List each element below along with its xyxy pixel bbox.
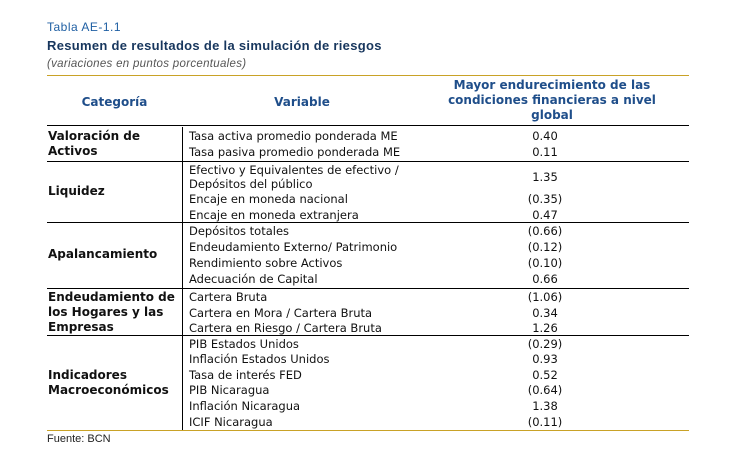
value-cell: (0.12) — [527, 240, 563, 254]
group-divider — [47, 161, 689, 162]
variable-cell: PIB Estados Unidos — [189, 337, 299, 351]
value-cell: (0.64) — [527, 383, 563, 397]
header-variable: Variable — [274, 95, 330, 109]
value-cell: 1.26 — [532, 321, 558, 335]
variable-cell: Rendimiento sobre Activos — [189, 256, 343, 270]
category-cell: Apalancamiento — [48, 247, 158, 261]
value-cell: 0.11 — [532, 145, 558, 159]
variable-cell: Cartera en Riesgo / Cartera Bruta — [189, 321, 382, 335]
variable-cell: Encaje en moneda extranjera — [189, 208, 359, 222]
group-divider — [47, 335, 689, 336]
column-divider — [182, 335, 183, 430]
variable-cell: Endeudamiento Externo/ Patrimonio — [189, 240, 398, 254]
variable-cell: Inflación Nicaragua — [189, 399, 301, 413]
variable-cell: Tasa pasiva promedio ponderada ME — [189, 145, 401, 159]
value-cell: 0.52 — [532, 368, 558, 382]
value-cell: 1.38 — [532, 399, 558, 413]
variable-cell: Depósitos totales — [189, 224, 290, 238]
source-note: Fuente: BCN — [47, 433, 111, 445]
variable-cell: Tasa activa promedio ponderada ME — [189, 129, 398, 143]
header-categoria: Categoría — [81, 95, 148, 109]
value-cell: 1.35 — [532, 170, 558, 184]
value-cell: (0.11) — [527, 415, 563, 429]
value-cell: (0.10) — [527, 256, 563, 270]
variable-cell: ICIF Nicaragua — [189, 415, 273, 429]
category-cell: Indicadores Macroeconómicos — [48, 368, 169, 397]
value-cell: (1.06) — [527, 290, 563, 304]
value-cell: 0.47 — [532, 208, 558, 222]
variable-cell: Cartera Bruta — [189, 290, 268, 304]
column-divider — [182, 161, 183, 222]
column-divider — [182, 222, 183, 288]
variable-cell: Cartera en Mora / Cartera Bruta — [189, 306, 373, 320]
category-cell: Liquidez — [48, 184, 105, 198]
value-cell: 0.40 — [532, 129, 558, 143]
table-label: Tabla AE-1.1 — [47, 20, 122, 34]
group-divider — [47, 288, 689, 289]
category-cell: Endeudamiento de los Hogares y las Empre… — [48, 290, 175, 334]
variable-cell: Adecuación de Capital — [189, 272, 318, 286]
header-scenario: Mayor endurecimiento de las condiciones … — [448, 78, 656, 122]
category-cell: Valoración de Activos — [48, 129, 141, 158]
header-top-rule — [47, 75, 689, 76]
value-cell: (0.35) — [527, 192, 563, 206]
value-cell: (0.29) — [527, 337, 563, 351]
value-cell: 0.93 — [532, 352, 558, 366]
column-divider — [182, 288, 183, 335]
value-cell: 0.34 — [532, 306, 558, 320]
value-cell: 0.66 — [532, 272, 558, 286]
variable-cell: Encaje en moneda nacional — [189, 192, 348, 206]
variable-cell: Inflación Estados Unidos — [189, 352, 330, 366]
table-bottom-rule — [47, 430, 689, 431]
group-divider — [47, 222, 689, 223]
table-title: Resumen de resultados de la simulación d… — [47, 38, 382, 53]
header-bottom-rule — [47, 125, 689, 126]
column-divider — [182, 127, 183, 161]
variable-cell: Efectivo y Equivalentes de efectivo / De… — [189, 163, 399, 191]
variable-cell: Tasa de interés FED — [189, 368, 302, 382]
value-cell: (0.66) — [527, 224, 563, 238]
table-subtitle: (variaciones en puntos porcentuales) — [47, 58, 247, 70]
variable-cell: PIB Nicaragua — [189, 383, 270, 397]
